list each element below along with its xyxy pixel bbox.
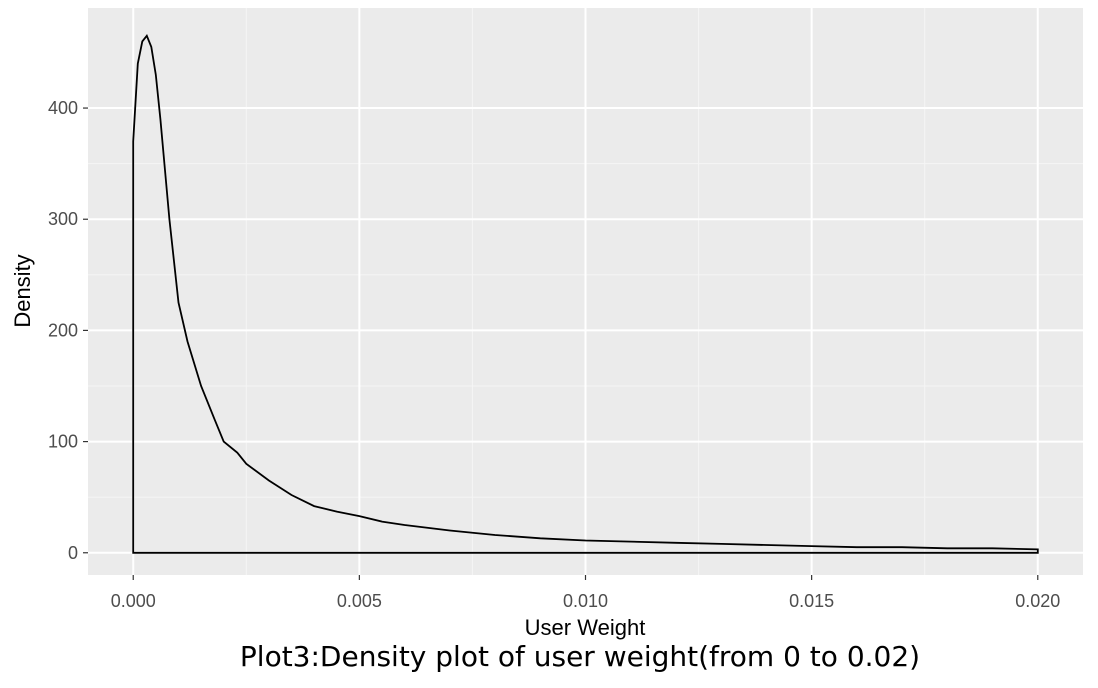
- x-tick-label: 0.005: [337, 591, 382, 611]
- y-tick-label: 400: [48, 98, 78, 118]
- x-tick-label: 0.015: [789, 591, 834, 611]
- x-tick-label: 0.000: [111, 591, 156, 611]
- density-chart: 0.000 0.005 0.010 0.015 0.020 0 100 200 300 400 U…: [10, 8, 1083, 640]
- axis-ticks: [83, 107, 1039, 580]
- y-axis-title: Density: [10, 254, 35, 327]
- figure-caption: Plot3:Density plot of user weight(from 0…: [239, 640, 921, 673]
- x-tick-label: 0.020: [1015, 591, 1060, 611]
- density-curve: [132, 34, 1039, 554]
- x-tick-label: 0.010: [563, 591, 608, 611]
- y-tick-label: 300: [48, 209, 78, 229]
- tick-labels: 0.000 0.005 0.010 0.015 0.020 0 100 200 300 400: [48, 98, 1060, 611]
- y-tick-label: 200: [48, 320, 78, 340]
- y-tick-label: 100: [48, 432, 78, 452]
- y-tick-label: 0: [68, 543, 78, 563]
- x-axis-title: User Weight: [525, 615, 646, 640]
